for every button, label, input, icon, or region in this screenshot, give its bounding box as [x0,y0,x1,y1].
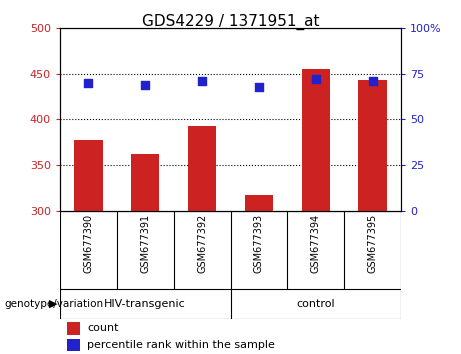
Text: ▶: ▶ [49,298,58,309]
Text: HIV-transgenic: HIV-transgenic [104,298,186,309]
Bar [301,69,330,211]
Bar [67,322,80,335]
Text: GSM677393: GSM677393 [254,214,264,273]
Bar [245,195,273,211]
Text: GSM677392: GSM677392 [197,214,207,273]
Text: GSM677394: GSM677394 [311,214,321,273]
Point [198,78,206,84]
Point [312,76,319,82]
Text: control: control [296,298,335,309]
Point [85,80,92,86]
Text: count: count [87,323,119,333]
Bar [131,154,160,211]
Bar [67,339,80,351]
Text: GSM677391: GSM677391 [140,214,150,273]
Point [255,84,263,90]
Bar [358,80,387,211]
Point [369,78,376,84]
Text: GDS4229 / 1371951_at: GDS4229 / 1371951_at [142,14,319,30]
Text: GSM677390: GSM677390 [83,214,94,273]
Bar [74,139,102,211]
Point [142,82,149,88]
Text: percentile rank within the sample: percentile rank within the sample [87,340,275,350]
Bar [188,126,216,211]
Text: genotype/variation: genotype/variation [5,298,104,309]
Text: GSM677395: GSM677395 [367,214,378,273]
